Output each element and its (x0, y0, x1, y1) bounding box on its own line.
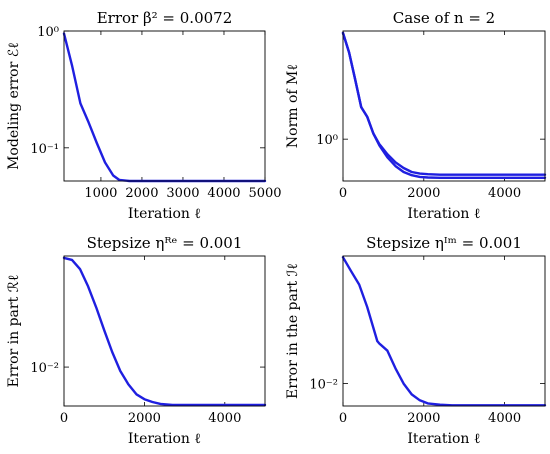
x-tick-label: 4000 (207, 186, 240, 201)
x-tick-label: 4000 (488, 186, 521, 201)
x-tick-label: 0 (339, 186, 347, 201)
x-axis-label: Iteration ℓ (407, 206, 480, 222)
chart-title: Stepsize ηᴵᵐ = 0.001 (366, 234, 522, 252)
y-tick-label: 10⁻¹ (30, 142, 59, 157)
chart-panel-1: Error β² = 0.0072 Iteration ℓ Modeling err… (6, 9, 282, 222)
y-axis-label: Modeling error ℰℓ (6, 42, 22, 170)
series-line-1 (341, 31, 547, 176)
chart-panel-3: Stepsize ηᴿᵉ = 0.001 Iteration ℓ Error in … (6, 234, 267, 447)
y-tick-label: 10⁻² (309, 378, 338, 393)
plot-frame (342, 30, 546, 182)
x-tick-label: 0 (339, 411, 347, 426)
y-axis-label: Error in the part ℐℓ (285, 263, 301, 399)
chart-panel-4: Stepsize ηᴵᵐ = 0.001 Iteration ℓ Error in … (285, 234, 547, 447)
chart-title: Case of n = 2 (393, 9, 495, 27)
x-tick-label: 2000 (128, 411, 161, 426)
x-axis-label: Iteration ℓ (128, 206, 201, 222)
chart-title: Stepsize ηᴿᵉ = 0.001 (87, 234, 243, 252)
x-axis-label: Iteration ℓ (128, 431, 201, 447)
plot-frame (63, 255, 266, 407)
x-tick-label: 0 (60, 411, 68, 426)
x-tick-label: 4000 (488, 411, 521, 426)
chart-title: Error β² = 0.0072 (97, 9, 233, 27)
plot-frame (342, 255, 546, 407)
x-tick-label: 2000 (407, 411, 440, 426)
x-tick-label: 2000 (407, 186, 440, 201)
y-axis-label: Norm of Mℓ (285, 64, 301, 148)
x-axis-label: Iteration ℓ (407, 431, 480, 447)
y-tick-label: 10⁰ (316, 133, 338, 148)
y-tick-label: 10⁻² (30, 361, 59, 376)
chart-panel-2: Case of n = 2 Iteration ℓ Norm of Mℓ 0 2000 4… (285, 9, 547, 222)
x-tick-label: 1000 (84, 186, 117, 201)
series-line-2 (341, 31, 547, 180)
x-tick-label: 4000 (208, 411, 241, 426)
x-tick-label: 3000 (166, 186, 199, 201)
y-tick-label: 10⁰ (37, 25, 59, 40)
series-line-1 (62, 32, 267, 183)
x-tick-label: 2000 (125, 186, 158, 201)
x-tick-label: 5000 (248, 186, 281, 201)
plot-frame (63, 30, 266, 182)
y-axis-label: Error in part ℛℓ (6, 274, 22, 387)
series-line-1 (62, 256, 267, 407)
series-line-1 (341, 256, 547, 407)
